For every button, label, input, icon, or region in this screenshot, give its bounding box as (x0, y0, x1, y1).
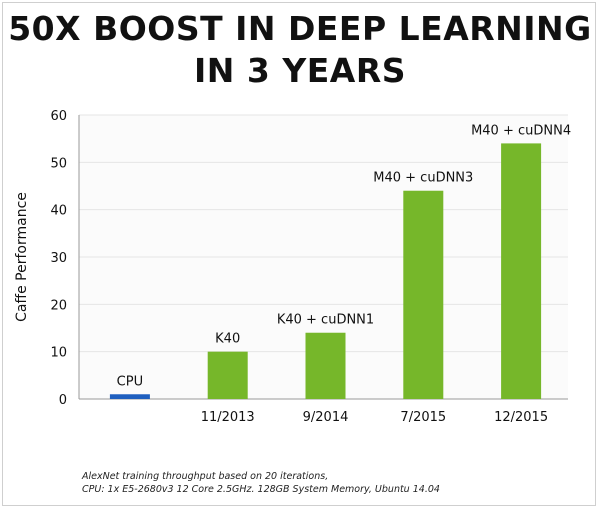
title-line-1: 50X BOOST IN DEEP LEARNING (8, 9, 592, 48)
y-tick-label: 0 (59, 393, 67, 408)
y-axis-label: Caffe Performance (14, 192, 30, 322)
x-tick-label: 7/2015 (400, 410, 446, 425)
bar-label: M40 + cuDNN4 (471, 123, 571, 138)
y-tick-label: 10 (50, 346, 67, 361)
chart-frame (2, 2, 596, 506)
footnote-line-2: CPU: 1x E5-2680v3 12 Core 2.5GHz. 128GB … (82, 484, 440, 495)
bar-label: M40 + cuDNN3 (373, 171, 473, 186)
bar (207, 351, 248, 399)
bar-label: K40 (215, 332, 240, 347)
chart-title: 50X BOOST IN DEEP LEARNING IN 3 YEARS (0, 8, 600, 92)
bar (403, 190, 444, 399)
footnote-line-1: AlexNet training throughput based on 20 … (82, 471, 329, 482)
y-tick-label: 30 (50, 251, 67, 266)
y-tick-label: 60 (50, 109, 67, 124)
bar (109, 394, 150, 399)
x-tick-label: 9/2014 (303, 410, 349, 425)
y-tick-label: 40 (50, 204, 67, 219)
y-tick-label: 50 (50, 156, 67, 171)
x-tick-label: 11/2013 (201, 410, 255, 425)
bar (501, 143, 542, 399)
bar-label: CPU (117, 374, 143, 389)
footnote: AlexNet training throughput based on 20 … (82, 470, 440, 496)
bar-label: K40 + cuDNN1 (277, 313, 374, 328)
y-tick-label: 20 (50, 298, 67, 313)
bar (305, 332, 346, 399)
title-line-2: IN 3 YEARS (194, 51, 406, 90)
x-tick-label: 12/2015 (494, 410, 548, 425)
